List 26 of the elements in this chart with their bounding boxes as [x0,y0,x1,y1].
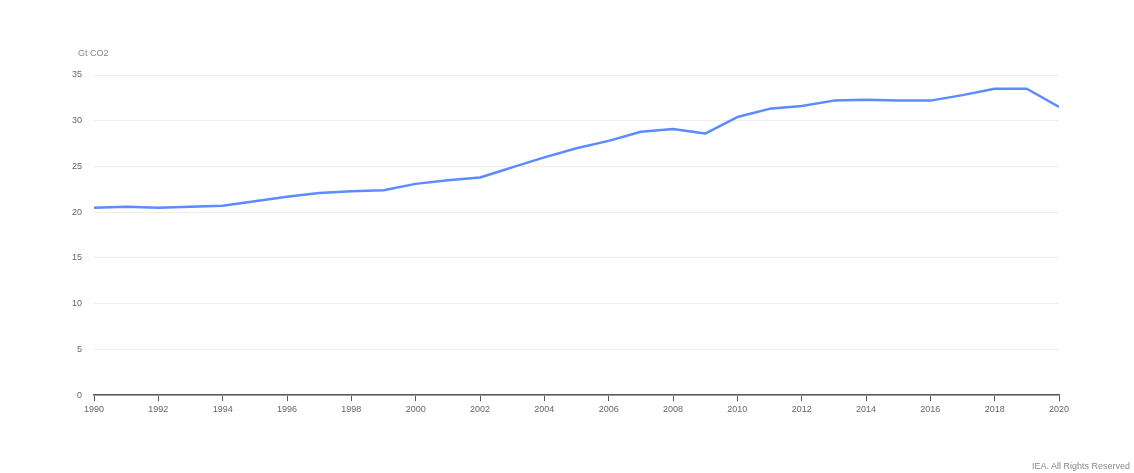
text: IEA. All Rights Reserved [1031,461,1130,471]
x-tick-label: 2008 [662,404,684,415]
y-tick-label: 35 [72,69,83,80]
x-tick-label: 1994 [212,404,233,415]
y-tick-label: 15 [72,252,83,263]
x-tick-label: 2020 [1048,404,1070,415]
x-tick-label: 2002 [469,404,491,415]
x-tick-label: 2016 [920,404,941,415]
y-axis-title: Gt CO2 [78,48,109,58]
x-tick-label: 2012 [791,404,812,415]
y-tick-label: 25 [72,160,83,171]
x-tick-label: 2000 [405,404,426,415]
x-tick-label: 1992 [148,404,169,415]
x-tick-label: 1990 [84,404,105,415]
y-tick-label: 5 [77,343,83,354]
x-tick-label: 2004 [534,404,555,415]
x-tick-label: 2014 [855,404,877,415]
x-tick-label: 2018 [984,404,1005,415]
x-tick-label: 2006 [598,404,619,415]
y-tick-label: 0 [77,389,83,400]
y-tick-label: 20 [72,206,83,217]
x-tick-label: 1996 [276,404,298,415]
y-tick-label: 10 [72,298,83,309]
x-tick-label: 1998 [341,404,362,415]
y-tick-label: 30 [72,115,83,126]
x-tick-label: 2010 [727,404,748,415]
